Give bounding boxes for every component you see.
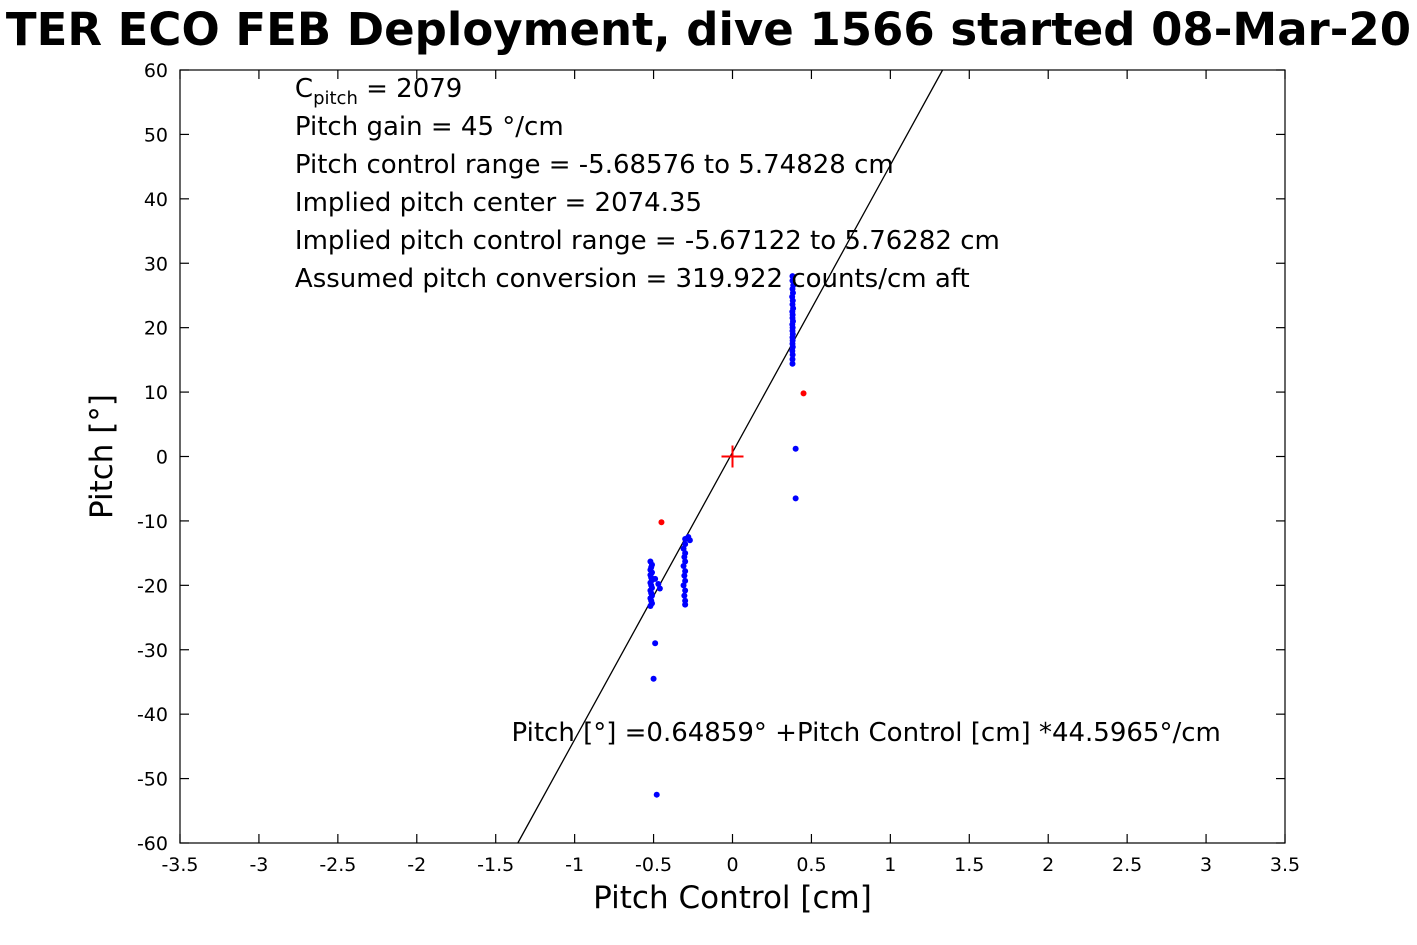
x-tick-label: 2.5 [1112, 854, 1142, 876]
pitch-data-point [647, 602, 654, 609]
y-tick-label: -40 [137, 704, 168, 726]
annotation-line: Implied pitch control range = -5.67122 t… [295, 226, 1000, 256]
pitch-data-point [682, 568, 689, 575]
x-axis-label: Pitch Control [cm] [593, 880, 872, 916]
annotation-line: Pitch control range = -5.68576 to 5.7482… [295, 150, 894, 180]
y-tick-label: 10 [144, 382, 168, 404]
x-tick-label: -2 [407, 854, 426, 876]
annotation-line: Implied pitch center = 2074.35 [295, 188, 702, 218]
x-tick-label: -1 [565, 854, 584, 876]
x-tick-label: 0.5 [796, 854, 826, 876]
pitch-data-point [652, 640, 659, 647]
pitch-data-point [686, 537, 693, 544]
y-tick-label: -50 [137, 769, 168, 791]
pitch-data-point [680, 545, 687, 552]
y-tick-label: -30 [137, 640, 168, 662]
pitch-data-point [653, 791, 660, 798]
x-tick-label: 3 [1200, 854, 1212, 876]
pitch-data-point [682, 587, 689, 594]
y-tick-label: 20 [144, 318, 168, 340]
pitch-data-point [681, 572, 688, 579]
pitch-data-point [682, 601, 689, 608]
x-tick-label: -3.5 [161, 854, 198, 876]
x-tick-label: 1.5 [954, 854, 984, 876]
pitch-data-point [682, 541, 689, 548]
y-tick-label: -10 [137, 511, 168, 533]
pitch-data-point [681, 553, 688, 560]
pitch-data-point [789, 360, 796, 367]
pitch-data-point [792, 445, 799, 452]
annotation-line: Pitch gain = 45 °/cm [295, 112, 564, 142]
pitch-data-point [656, 585, 663, 592]
pitch-data-point [680, 582, 687, 589]
x-tick-label: -0.5 [635, 854, 672, 876]
pitch-data-point [789, 356, 796, 363]
x-tick-label: 2 [1042, 854, 1054, 876]
x-tick-label: 1 [884, 854, 896, 876]
y-tick-label: 50 [144, 124, 168, 146]
control-range-extremes-point [800, 390, 807, 397]
x-tick-label: -3 [249, 854, 268, 876]
y-axis-label: Pitch [°] [84, 394, 120, 519]
x-tick-label: -1.5 [477, 854, 514, 876]
control-range-extremes-point [658, 519, 665, 526]
x-tick-label: 0 [726, 854, 738, 876]
y-tick-label: -20 [137, 575, 168, 597]
y-tick-label: 60 [144, 60, 168, 82]
annotation-line: Assumed pitch conversion = 319.922 count… [295, 264, 970, 294]
x-tick-label: 3.5 [1270, 854, 1300, 876]
pitch-data-point [655, 581, 662, 588]
pitch-data-point [680, 563, 687, 570]
pitch-data-point [789, 351, 796, 358]
y-tick-label: 30 [144, 253, 168, 275]
pitch-data-point [650, 675, 657, 682]
chart-title: TER ECO FEB Deployment, dive 1566 starte… [5, 3, 1412, 56]
pitch-data-point [792, 495, 799, 502]
y-tick-label: -60 [137, 833, 168, 855]
x-tick-label: -2.5 [319, 854, 356, 876]
pitch-data-point [681, 592, 688, 599]
fit-equation-label: Pitch [°] =0.64859° +Pitch Control [cm] … [512, 718, 1221, 748]
y-tick-label: 40 [144, 189, 168, 211]
pitch-data-point [682, 577, 689, 584]
pitch-data-point [789, 277, 796, 284]
annotation-line: Cpitch = 2079 [295, 74, 462, 109]
pitch-data-point [789, 273, 796, 280]
y-tick-label: 0 [156, 447, 168, 469]
pitch-data-point [682, 558, 689, 565]
pitch-data-point [652, 575, 659, 582]
